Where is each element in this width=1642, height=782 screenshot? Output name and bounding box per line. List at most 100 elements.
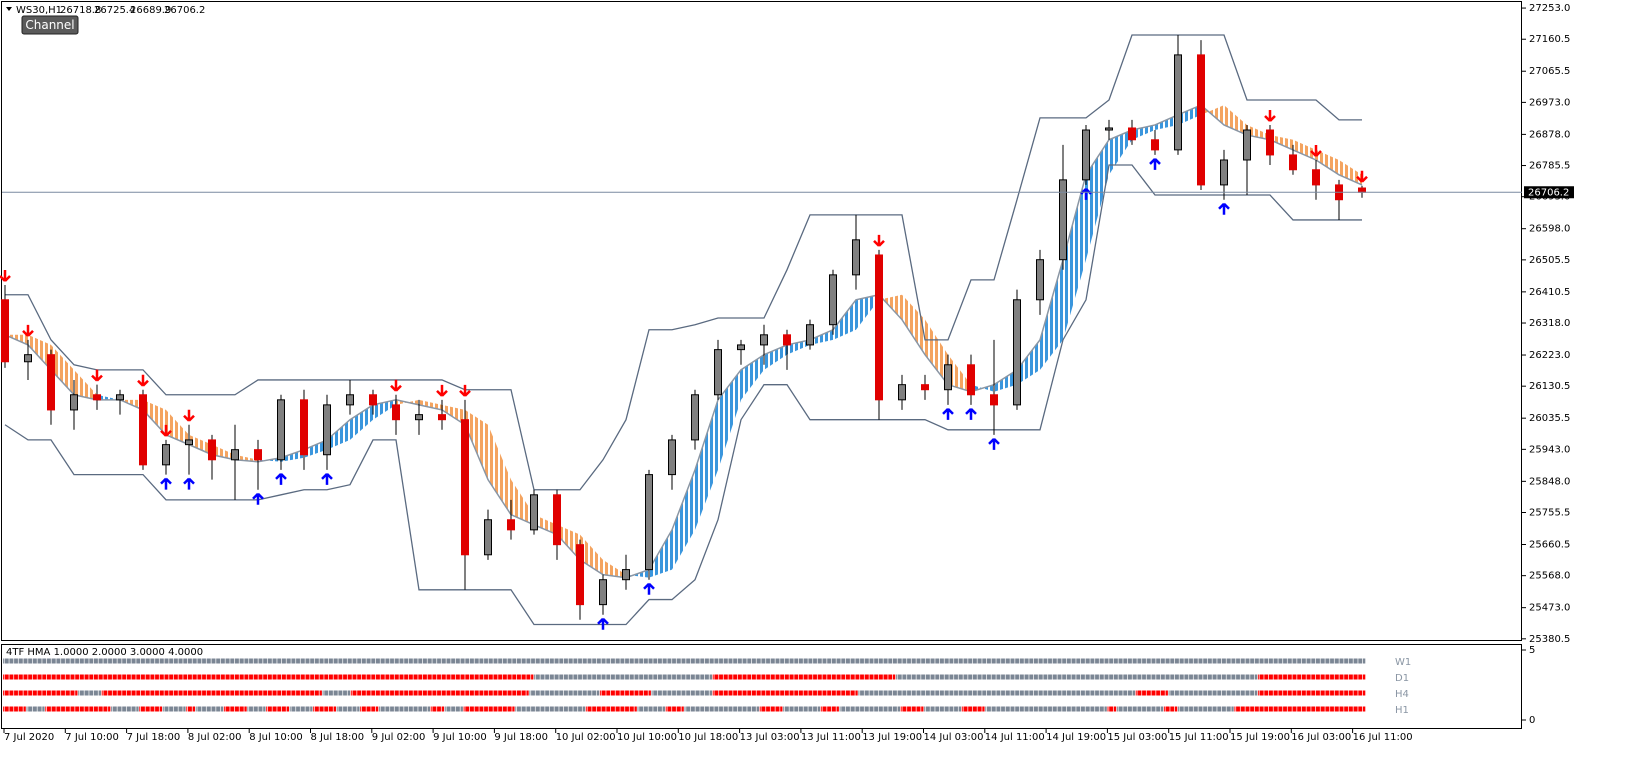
hma-band [649, 529, 672, 578]
indicator-title: 4TF HMA 1.0000 2.0000 3.0000 4.0000 [6, 647, 203, 658]
y-tick-label: 26130.5 [1529, 381, 1570, 392]
candle-body [1, 299, 9, 363]
y-tick-label: 26035.5 [1529, 413, 1570, 424]
candle-body [1358, 187, 1366, 193]
hma-band [97, 394, 120, 400]
candle-body [852, 239, 860, 276]
candle-body [1220, 159, 1228, 186]
signal-run [111, 706, 139, 712]
signal-run [637, 706, 665, 712]
hma-band [787, 339, 810, 355]
signal-run [463, 706, 515, 712]
signal-run [3, 658, 1366, 664]
arrow-down [1264, 109, 1276, 122]
hma-band [764, 344, 787, 370]
candle-body [622, 569, 630, 581]
signal-run [896, 674, 1258, 680]
candle-body [668, 439, 676, 476]
hma-band [442, 404, 465, 425]
y-tick-label: 26223.0 [1529, 350, 1570, 361]
hma-band [741, 354, 764, 400]
candle-body [1151, 139, 1159, 151]
signal-run [712, 674, 896, 680]
hma-band [304, 439, 327, 458]
hma-band [810, 329, 833, 345]
signal-run [1178, 706, 1234, 712]
x-tick-label: 9 Jul 10:00 [433, 732, 487, 743]
signal-run [1234, 706, 1366, 712]
hma-band [557, 524, 580, 560]
candle-body [24, 354, 32, 363]
candle-body [921, 384, 929, 391]
signal-run [858, 690, 1135, 696]
x-tick-label: 8 Jul 10:00 [249, 732, 303, 743]
signal-run [379, 706, 430, 712]
candle-body [208, 439, 216, 461]
arrow-down [390, 379, 402, 392]
arrow-up [1218, 202, 1230, 215]
candle-body [760, 334, 768, 346]
hma-band [74, 369, 97, 400]
candle-body [70, 394, 78, 411]
candle-body [576, 544, 584, 606]
hma-band [488, 424, 511, 515]
candle-body [898, 384, 906, 401]
hma-band [1155, 114, 1178, 131]
collapse-icon[interactable] [6, 7, 12, 11]
signal-run [712, 690, 858, 696]
x-tick-label: 7 Jul 10:00 [65, 732, 119, 743]
signal-run [1257, 674, 1366, 680]
signal-run [289, 706, 313, 712]
hma-band [350, 404, 373, 440]
hma-band [511, 479, 534, 525]
hma-band [28, 334, 51, 370]
ohlc-close: 26706.2 [164, 5, 205, 16]
channel-lower [4, 164, 1362, 626]
hma-band [281, 449, 304, 462]
hma-band [1040, 259, 1063, 370]
signal-run [599, 690, 651, 696]
y-tick-label: 25568.0 [1529, 571, 1570, 582]
candle-body [530, 494, 538, 531]
x-tick-label: 16 Jul 03:00 [1291, 732, 1351, 743]
y-tick-label: 27253.0 [1529, 3, 1570, 14]
y-tick-label: 26785.5 [1529, 161, 1570, 172]
candle-body [254, 449, 262, 461]
x-tick-label: 10 Jul 10:00 [617, 732, 677, 743]
candle-body [645, 474, 653, 571]
signal-run [45, 706, 111, 712]
y-tick-label: 25660.5 [1529, 540, 1570, 551]
signal-run [101, 690, 322, 696]
candle-body [691, 394, 699, 441]
signal-run [3, 674, 534, 680]
x-tick-label: 16 Jul 11:00 [1353, 732, 1413, 743]
arrow-down [873, 234, 885, 247]
sub-tick-label: 5 [1529, 645, 1535, 656]
channel-button-label[interactable]: Channel [25, 18, 74, 32]
channel-button[interactable] [21, 15, 79, 35]
signal-run [26, 706, 45, 712]
candle-body [967, 364, 975, 396]
y-tick-label: 26878.0 [1529, 129, 1570, 140]
hma-band [603, 559, 626, 578]
hma-band [672, 469, 695, 570]
y-tick-label: 25848.0 [1529, 476, 1570, 487]
y-tick-label: 26505.5 [1529, 255, 1570, 266]
arrow-down [22, 324, 34, 337]
candle-body [1128, 127, 1136, 141]
candle-body [116, 394, 124, 401]
x-tick-label: 14 Jul 03:00 [924, 732, 984, 743]
candle-body [277, 399, 285, 461]
x-tick-label: 7 Jul 18:00 [127, 732, 181, 743]
signal-run [430, 706, 445, 712]
candle-body [1289, 154, 1297, 171]
arrow-down [1356, 170, 1368, 183]
signal-run [961, 706, 985, 712]
signal-run [223, 706, 247, 712]
signal-run [839, 706, 900, 712]
hma-band [1270, 135, 1293, 150]
x-tick-label: 14 Jul 19:00 [1046, 732, 1106, 743]
candle-body [415, 414, 423, 421]
signal-run [534, 674, 712, 680]
